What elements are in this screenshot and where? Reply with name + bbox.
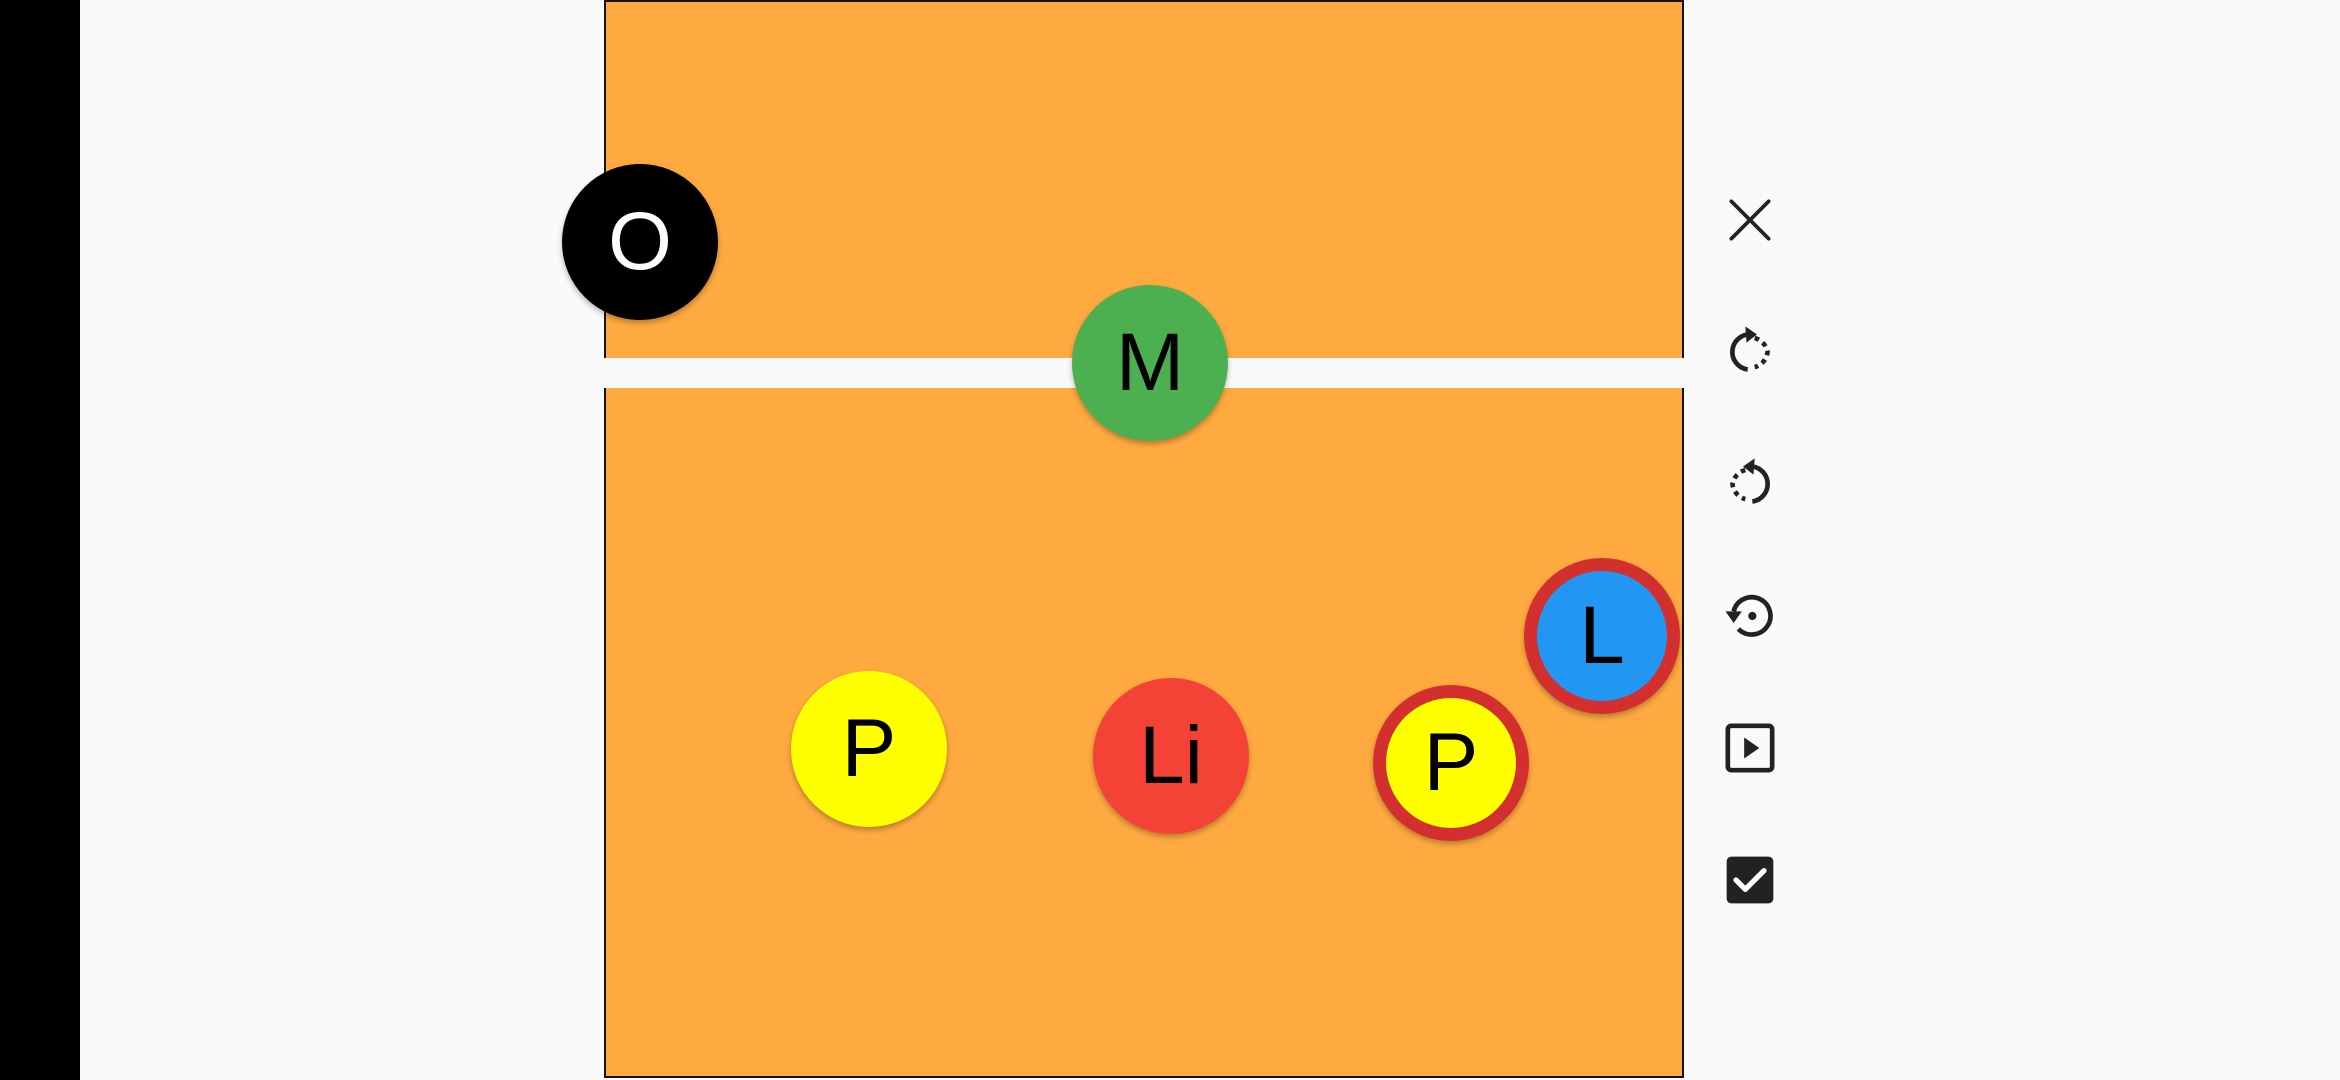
confirm-checkbox[interactable] xyxy=(1700,830,1800,930)
left-edge-bar xyxy=(0,0,80,1080)
reset-rotation-icon xyxy=(1725,594,1773,637)
rotate-clockwise-button[interactable] xyxy=(1700,302,1800,402)
player-label: O xyxy=(608,196,672,287)
rotate-counterclockwise-button[interactable] xyxy=(1700,434,1800,534)
player-label: P xyxy=(841,703,897,794)
player-token-pass-1[interactable]: P xyxy=(791,671,947,827)
player-label: M xyxy=(1115,317,1185,408)
player-label: Li xyxy=(1139,710,1203,801)
player-token-opponent[interactable]: O xyxy=(562,164,718,320)
rotate-counterclockwise-icon xyxy=(1730,458,1770,504)
reset-rotation-button[interactable] xyxy=(1700,566,1800,666)
player-label: L xyxy=(1579,590,1625,681)
close-button[interactable] xyxy=(1700,170,1800,270)
play-icon xyxy=(1725,723,1775,773)
rotate-clockwise-icon xyxy=(1730,326,1770,372)
close-icon xyxy=(1729,199,1771,241)
checkbox-checked-icon xyxy=(1726,856,1774,904)
player-label: P xyxy=(1423,717,1479,808)
volleyball-court xyxy=(604,0,1684,1078)
player-token-middle[interactable]: M xyxy=(1072,285,1228,441)
player-token-pass-2[interactable]: P xyxy=(1373,685,1529,841)
player-token-left[interactable]: L xyxy=(1524,558,1680,714)
player-token-libero[interactable]: Li xyxy=(1093,678,1249,834)
play-button[interactable] xyxy=(1700,698,1800,798)
